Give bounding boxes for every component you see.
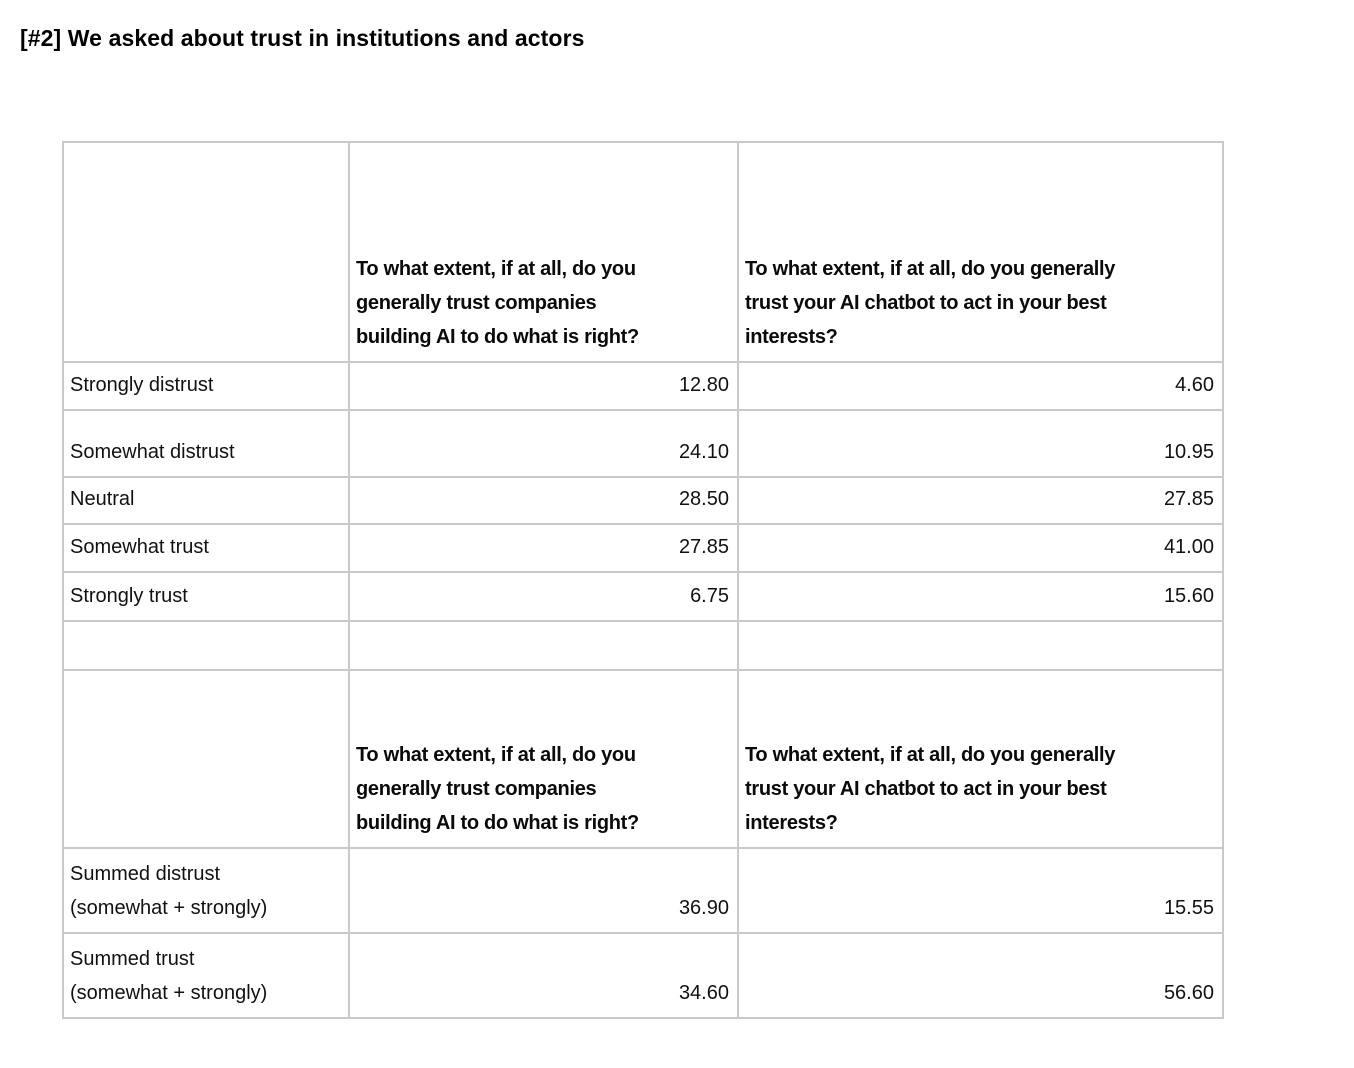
corner-cell bbox=[62, 141, 350, 363]
trust-results-table: To what extent, if at all, do you genera… bbox=[62, 141, 1224, 1019]
chatbot-value: 41.00 bbox=[737, 523, 1224, 573]
table-row: Summed distrust (somewhat + strongly) 36… bbox=[62, 847, 1224, 934]
chatbot-question-header: To what extent, if at all, do you genera… bbox=[737, 141, 1224, 363]
response-label: Somewhat trust bbox=[62, 523, 350, 573]
chatbot-value: 27.85 bbox=[737, 476, 1224, 525]
chatbot-value: 56.60 bbox=[737, 932, 1224, 1019]
table-row: Strongly distrust 12.80 4.60 bbox=[62, 361, 1224, 411]
companies-question-header: To what extent, if at all, do you genera… bbox=[348, 669, 739, 849]
chatbot-question-header: To what extent, if at all, do you genera… bbox=[737, 669, 1224, 849]
table-row: Summed trust (somewhat + strongly) 34.60… bbox=[62, 932, 1224, 1019]
chatbot-value: 15.55 bbox=[737, 847, 1224, 934]
companies-value: 24.10 bbox=[348, 409, 739, 478]
companies-value: 28.50 bbox=[348, 476, 739, 525]
chatbot-value: 10.95 bbox=[737, 409, 1224, 478]
page-title: [#2] We asked about trust in institution… bbox=[20, 25, 585, 51]
response-label: Strongly distrust bbox=[62, 361, 350, 411]
response-label: Summed distrust (somewhat + strongly) bbox=[62, 847, 350, 934]
table-row: Somewhat trust 27.85 41.00 bbox=[62, 523, 1224, 573]
table-row: Neutral 28.50 27.85 bbox=[62, 476, 1224, 525]
table-row: Somewhat distrust 24.10 10.95 bbox=[62, 409, 1224, 478]
empty-cell bbox=[62, 620, 350, 671]
companies-value: 12.80 bbox=[348, 361, 739, 411]
corner-cell bbox=[62, 669, 350, 849]
response-label: Strongly trust bbox=[62, 571, 350, 622]
table-row: Strongly trust 6.75 15.60 bbox=[62, 571, 1224, 622]
chatbot-value: 15.60 bbox=[737, 571, 1224, 622]
response-label: Somewhat distrust bbox=[62, 409, 350, 478]
chatbot-value: 4.60 bbox=[737, 361, 1224, 411]
companies-question-header: To what extent, if at all, do you genera… bbox=[348, 141, 739, 363]
empty-row bbox=[62, 620, 1224, 671]
empty-cell bbox=[348, 620, 739, 671]
summary-header-row: To what extent, if at all, do you genera… bbox=[62, 669, 1224, 849]
companies-value: 34.60 bbox=[348, 932, 739, 1019]
response-label: Neutral bbox=[62, 476, 350, 525]
response-label: Summed trust (somewhat + strongly) bbox=[62, 932, 350, 1019]
empty-cell bbox=[737, 620, 1224, 671]
detail-header-row: To what extent, if at all, do you genera… bbox=[62, 141, 1224, 363]
companies-value: 27.85 bbox=[348, 523, 739, 573]
companies-value: 6.75 bbox=[348, 571, 739, 622]
companies-value: 36.90 bbox=[348, 847, 739, 934]
